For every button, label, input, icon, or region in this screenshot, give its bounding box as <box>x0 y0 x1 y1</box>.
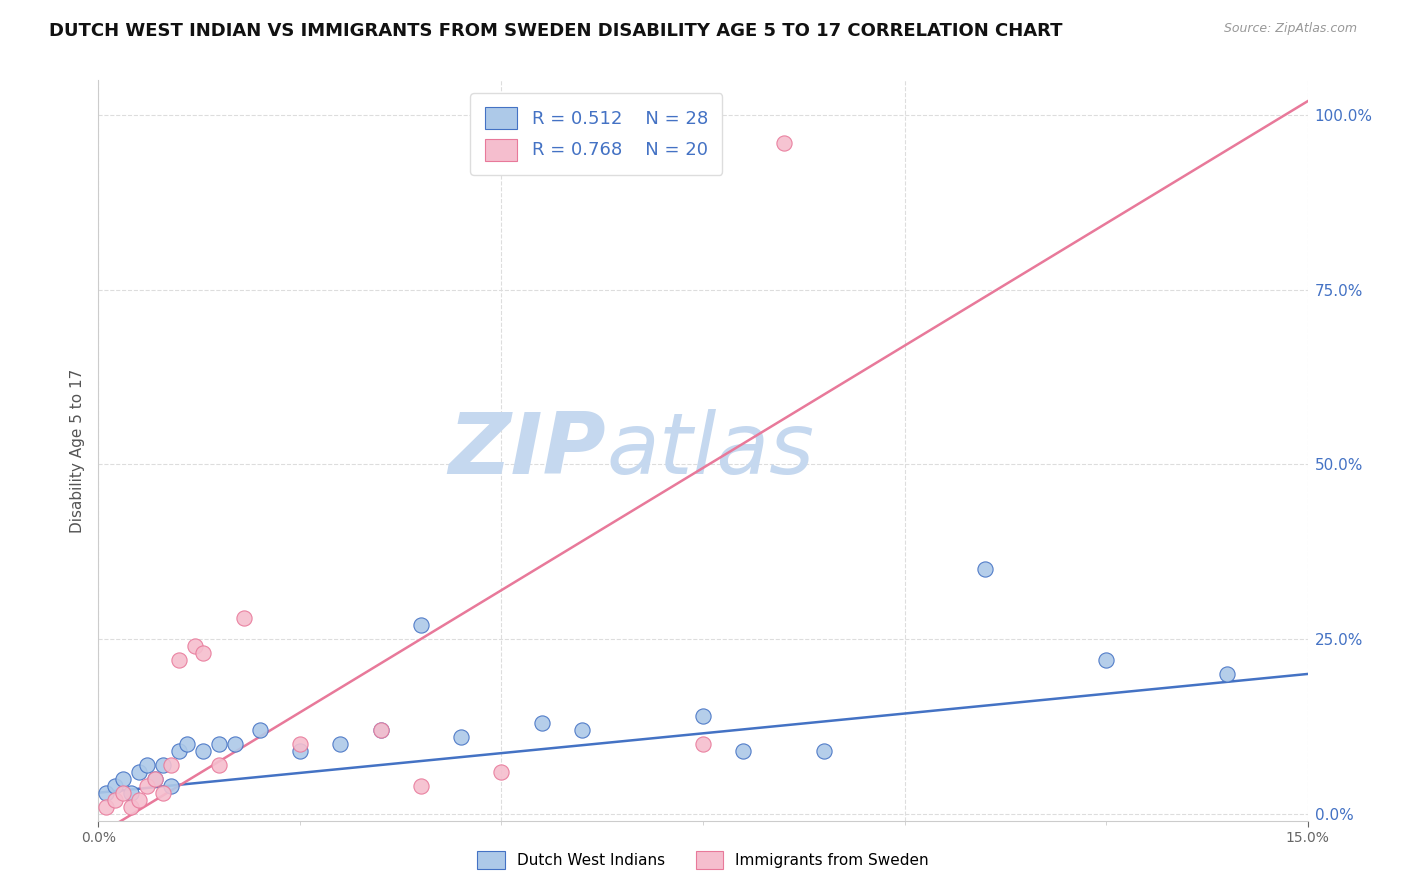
Point <box>103 779 125 793</box>
Legend: R = 0.512    N = 28, R = 0.768    N = 20: R = 0.512 N = 28, R = 0.768 N = 20 <box>470 93 723 175</box>
Point <box>249 723 271 737</box>
Point <box>96 799 118 814</box>
Point <box>111 772 134 786</box>
Point <box>135 779 157 793</box>
Point <box>733 744 755 758</box>
Legend: Dutch West Indians, Immigrants from Sweden: Dutch West Indians, Immigrants from Swed… <box>467 840 939 880</box>
Point <box>288 744 311 758</box>
Point <box>409 618 432 632</box>
Point <box>96 786 118 800</box>
Point <box>813 744 835 758</box>
Point <box>692 737 714 751</box>
Text: ZIP: ZIP <box>449 409 606 492</box>
Point <box>530 715 553 730</box>
Point <box>1095 653 1118 667</box>
Text: DUTCH WEST INDIAN VS IMMIGRANTS FROM SWEDEN DISABILITY AGE 5 TO 17 CORRELATION C: DUTCH WEST INDIAN VS IMMIGRANTS FROM SWE… <box>49 22 1063 40</box>
Point <box>143 772 166 786</box>
Point <box>128 764 150 779</box>
Point <box>232 611 254 625</box>
Point <box>193 744 215 758</box>
Point <box>160 779 183 793</box>
Point <box>167 744 190 758</box>
Point <box>111 786 134 800</box>
Point <box>208 757 231 772</box>
Point <box>370 723 392 737</box>
Point <box>692 709 714 723</box>
Point <box>120 786 142 800</box>
Point <box>176 737 198 751</box>
Point <box>1216 667 1239 681</box>
Point <box>288 737 311 751</box>
Point <box>329 737 352 751</box>
Point <box>491 764 513 779</box>
Point <box>409 779 432 793</box>
Point <box>370 723 392 737</box>
Point <box>208 737 231 751</box>
Point <box>128 793 150 807</box>
Point <box>450 730 472 744</box>
Point <box>152 786 174 800</box>
Y-axis label: Disability Age 5 to 17: Disability Age 5 to 17 <box>69 368 84 533</box>
Point <box>224 737 246 751</box>
Point <box>143 772 166 786</box>
Point <box>571 723 593 737</box>
Point <box>135 757 157 772</box>
Text: Source: ZipAtlas.com: Source: ZipAtlas.com <box>1223 22 1357 36</box>
Point <box>152 757 174 772</box>
Text: atlas: atlas <box>606 409 814 492</box>
Point <box>184 639 207 653</box>
Point <box>160 757 183 772</box>
Point <box>167 653 190 667</box>
Point <box>193 646 215 660</box>
Point <box>120 799 142 814</box>
Point <box>974 562 997 576</box>
Point <box>103 793 125 807</box>
Point <box>772 136 794 150</box>
